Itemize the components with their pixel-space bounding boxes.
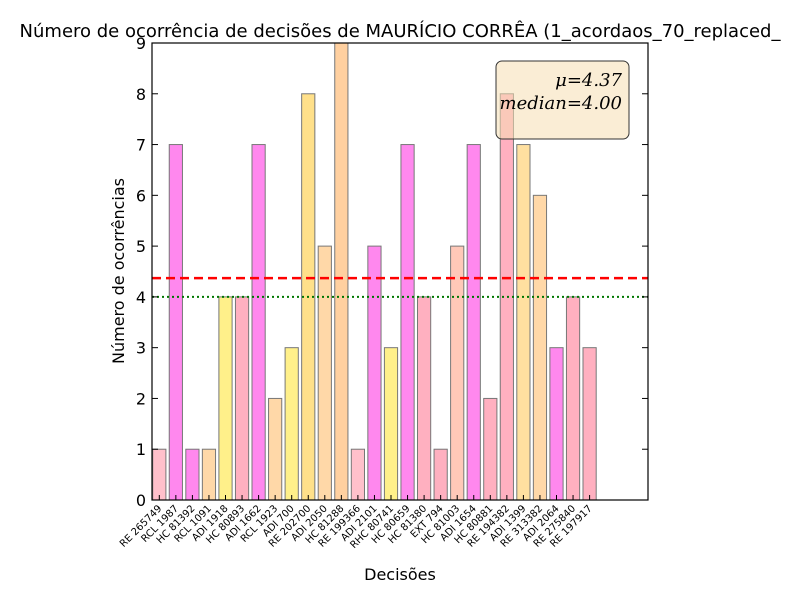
bar-7	[268, 397, 283, 501]
bar-24	[549, 347, 564, 501]
bar-1	[168, 144, 183, 501]
y-axis-label: Número de ocorrências	[109, 178, 128, 364]
bar-15	[400, 144, 415, 501]
y-tick-label-1: 1	[136, 440, 146, 459]
bar-20	[483, 397, 498, 501]
chart-title: Número de ocorrência de decisões de MAUR…	[20, 20, 782, 42]
y-tick-label-8: 8	[136, 85, 146, 104]
stats-mean-text: μ=4.37	[555, 70, 622, 91]
y-tick-label-7: 7	[136, 136, 146, 155]
y-tick-label-4: 4	[136, 288, 146, 307]
bar-0	[152, 448, 167, 501]
y-tick-label-2: 2	[136, 389, 146, 408]
bar-11	[334, 42, 349, 501]
bar-8	[284, 347, 299, 501]
y-tick-label-9: 9	[136, 34, 146, 53]
bar-14	[383, 347, 399, 501]
bar-3	[201, 448, 217, 501]
y-axis-ticks: 0 1 2 3 4 5 6 7 8 9	[136, 34, 648, 510]
stats-median-text: median=4.00	[500, 93, 622, 114]
y-tick-label-5: 5	[136, 237, 146, 256]
bar-2	[185, 448, 200, 501]
y-tick-label-0: 0	[136, 491, 146, 510]
bar-26	[582, 347, 597, 501]
bar-6	[251, 144, 266, 501]
bar-12	[350, 448, 365, 501]
bar-25	[565, 296, 581, 501]
bar-18	[450, 245, 465, 501]
reference-lines	[152, 276, 648, 298]
bar-4	[218, 296, 233, 501]
stats-box: μ=4.37 median=4.00	[495, 60, 630, 140]
bar-17	[433, 448, 448, 501]
bar-16	[417, 296, 432, 501]
bar-19	[466, 144, 481, 501]
y-tick-label-3: 3	[136, 339, 146, 358]
x-axis-label: Decisões	[364, 565, 436, 584]
plot-frame	[151, 42, 649, 501]
y-tick-label-6: 6	[136, 186, 146, 205]
bar-22	[516, 144, 531, 501]
bar-23	[532, 194, 548, 501]
bars-group	[152, 42, 597, 501]
bar-13	[367, 245, 382, 501]
stats-box-background	[495, 60, 630, 140]
bar-10	[317, 245, 332, 501]
bar-5	[234, 296, 250, 501]
